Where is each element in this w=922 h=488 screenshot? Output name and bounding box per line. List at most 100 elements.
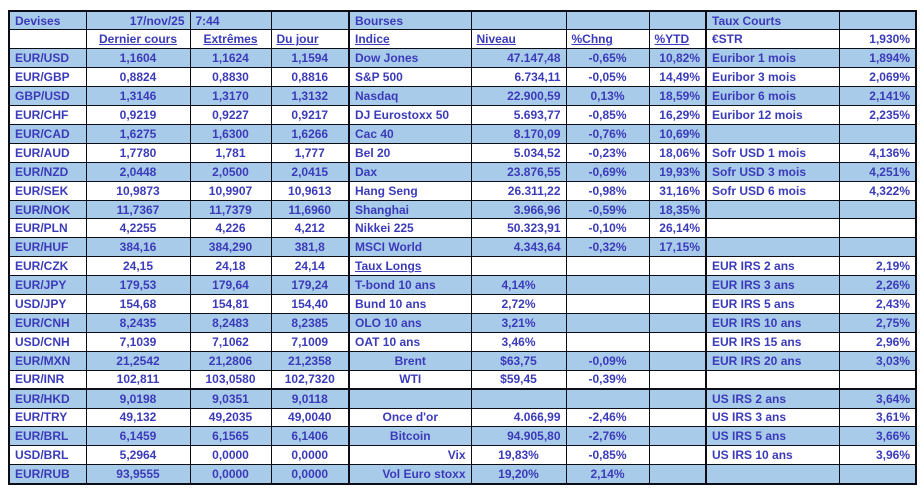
pair-label: EUR/SEK <box>8 180 87 201</box>
section-title-bourses: Bourses <box>348 10 472 31</box>
index-niveau: 4.343,64 <box>470 237 567 258</box>
table-row: Devises 17/nov/25 7:44 Bourses Taux Courts <box>8 10 917 31</box>
table-row: EUR/HKD 9,0198 9,0351 9,0118 US IRS 2 ans 3,6… <box>8 388 917 409</box>
index-niveau: 47.147,48 <box>470 48 567 69</box>
pair-dernier-cours: 102,811 <box>85 369 191 390</box>
pair-dernier-cours: 5,2964 <box>85 445 191 466</box>
index-chng: -0,85% <box>565 445 650 466</box>
pair-dernier-cours: 49,132 <box>85 407 191 428</box>
table-row: EUR/CZK 24,15 24,18 24,14 Taux Longs EUR IRS … <box>8 256 917 277</box>
table-row: EUR/GBP 0,8824 0,8830 0,8816 S&P 500 6.734,11… <box>8 67 917 88</box>
index-niveau: 6.734,11 <box>470 67 567 88</box>
pair-extremes: 21,2806 <box>189 350 272 371</box>
pair-dernier-cours: 9,0198 <box>85 388 191 409</box>
empty-cell <box>348 388 472 409</box>
index-chng: -0,85% <box>565 105 650 125</box>
pair-extremes: 9,0351 <box>189 388 272 409</box>
pair-du-jour: 0,8816 <box>270 67 350 88</box>
pair-label: EUR/GBP <box>8 67 87 88</box>
pair-label: GBP/USD <box>8 86 87 107</box>
index-chng: -0,23% <box>565 142 650 163</box>
pair-extremes: 10,9907 <box>189 180 272 201</box>
empty-cell <box>705 464 840 485</box>
pair-du-jour: 381,8 <box>270 237 350 258</box>
rate-value: 3,03% <box>838 350 917 371</box>
table-row: EUR/NZD 2,0448 2,0500 2,0415 Dax 23.876,55 -0,… <box>8 161 917 182</box>
empty-cell <box>648 313 707 333</box>
index-ytd: 19,93% <box>648 161 707 182</box>
empty-cell <box>705 218 840 239</box>
col-header-dernier-cours: Dernier cours <box>85 29 191 50</box>
index-chng: 2,14% <box>565 464 650 485</box>
table-row: EUR/USD 1,1604 1,1624 1,1594 Dow Jones 47.147… <box>8 48 917 69</box>
empty-cell <box>470 388 567 409</box>
index-chng: -0,05% <box>565 67 650 88</box>
table-row: EUR/HUF 384,16 384,290 381,8 MSCI World 4.343… <box>8 237 917 258</box>
pair-label: EUR/RUB <box>8 464 87 485</box>
table-row: EUR/INR 102,811 103,0580 102,7320 WTI $59,45-… <box>8 369 917 390</box>
pair-extremes: 6,1565 <box>189 426 272 447</box>
pair-du-jour: 4,212 <box>270 218 350 239</box>
index-niveau: 4.066,99 <box>470 407 567 428</box>
table-row: USD/CNH 7,1039 7,1062 7,1009 OAT 10 ans 3,46%… <box>8 331 917 352</box>
pair-label: EUR/MXN <box>8 350 87 371</box>
pair-du-jour: 9,0118 <box>270 388 350 409</box>
index-label: Vix <box>348 445 472 466</box>
pair-extremes: 24,18 <box>189 256 272 277</box>
pair-label: EUR/NZD <box>8 161 87 182</box>
rate-label: Euribor 12 mois <box>705 105 840 125</box>
rate-value: 2,19% <box>838 256 917 277</box>
section-title-devises: Devises <box>8 10 87 31</box>
index-ytd: 18,35% <box>648 199 707 220</box>
col-header-indice: Indice <box>348 29 472 50</box>
index-ytd: 18,06% <box>648 142 707 163</box>
pair-du-jour: 1,1594 <box>270 48 350 69</box>
index-niveau: 3.966,96 <box>470 199 567 220</box>
index-chng: -0,32% <box>565 237 650 258</box>
rate-value: 2,141% <box>838 86 917 107</box>
col-header-niveau: Niveau <box>470 29 567 50</box>
rate-label: Euribor 3 mois <box>705 67 840 88</box>
market-table-body: Devises 17/nov/25 7:44 Bourses Taux Courts De… <box>8 10 917 485</box>
pair-extremes: 1,781 <box>189 142 272 163</box>
pair-dernier-cours: 93,9555 <box>85 464 191 485</box>
index-label: Dax <box>348 161 472 182</box>
pair-label: EUR/USD <box>8 48 87 69</box>
pair-label: EUR/PLN <box>8 218 87 239</box>
pair-dernier-cours: 179,53 <box>85 275 191 296</box>
empty-cell <box>705 369 840 390</box>
empty-cell <box>648 426 707 447</box>
pair-extremes: 11,7379 <box>189 199 272 220</box>
index-ytd: 16,29% <box>648 105 707 125</box>
index-niveau: 22.900,59 <box>470 86 567 107</box>
pair-du-jour: 1,3132 <box>270 86 350 107</box>
table-row: GBP/USD 1,3146 1,3170 1,3132 Nasdaq 22.900,59… <box>8 86 917 107</box>
index-ytd: 10,69% <box>648 123 707 144</box>
rate-value: 4,322% <box>838 180 917 201</box>
rate-label: Euribor 6 mois <box>705 86 840 107</box>
index-label: Bel 20 <box>348 142 472 163</box>
rate-value: 4,136% <box>838 142 917 163</box>
pair-label: EUR/HUF <box>8 237 87 258</box>
index-chng: -0,09% <box>565 350 650 371</box>
time: 7:44 <box>189 10 272 31</box>
pair-label: EUR/CNH <box>8 313 87 333</box>
empty-cell <box>565 331 650 352</box>
section-title-taux-longs: Taux Longs <box>348 256 472 277</box>
pair-label: EUR/CZK <box>8 256 87 277</box>
pair-label: EUR/BRL <box>8 426 87 447</box>
market-table: Devises 17/nov/25 7:44 Bourses Taux Courts De… <box>8 10 917 485</box>
index-label: Once d'or <box>348 407 472 428</box>
index-chng: -0,10% <box>565 218 650 239</box>
table-row: EUR/SEK 10,9873 10,9907 10,9613 Hang Seng 26.… <box>8 180 917 201</box>
table-row: EUR/JPY 179,53 179,64 179,24 T-bond 10 ans 4,… <box>8 275 917 296</box>
table-row: EUR/CNH 8,2435 8,2483 8,2385 OLO 10 ans 3,21%… <box>8 313 917 333</box>
pair-du-jour: 11,6960 <box>270 199 350 220</box>
empty-cell <box>648 369 707 390</box>
pair-extremes: 2,0500 <box>189 161 272 182</box>
empty-cell <box>648 275 707 296</box>
empty-cell <box>648 407 707 428</box>
index-chng: -0,69% <box>565 161 650 182</box>
index-label: Nikkei 225 <box>348 218 472 239</box>
index-label: T-bond 10 ans <box>348 275 472 296</box>
